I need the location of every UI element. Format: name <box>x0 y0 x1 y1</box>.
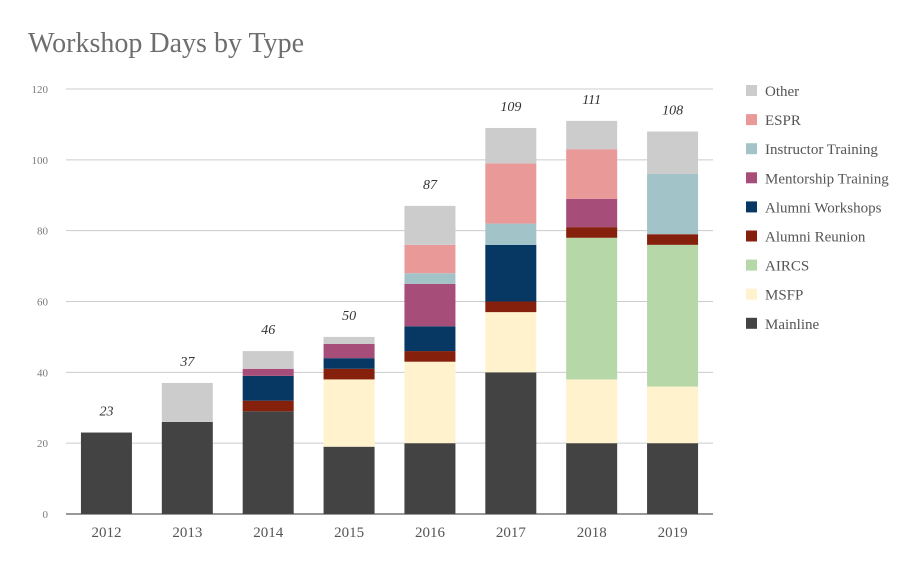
bar-segment-mentorship-training <box>404 283 456 327</box>
bar-segment-mainline <box>647 443 699 514</box>
legend-label: Mainline <box>765 317 819 333</box>
bar-segment-mainline <box>242 411 294 514</box>
bar-segment-mainline <box>404 443 456 514</box>
bar-segment-other <box>404 205 456 245</box>
bar-segment-mentorship-training <box>323 344 375 359</box>
bar-segment-aircs <box>647 244 699 387</box>
bar-segment-mainline <box>323 446 375 514</box>
y-tick-label: 120 <box>32 84 49 96</box>
legend-swatch <box>746 201 757 213</box>
x-tick-label: 2019 <box>658 525 688 541</box>
legend-swatch <box>746 230 757 242</box>
bar-segment-instructor-training <box>485 223 537 245</box>
bar-segment-other <box>647 131 699 174</box>
legend-swatch <box>746 317 757 329</box>
legend-swatch <box>746 114 757 126</box>
y-tick-label: 40 <box>37 367 49 379</box>
legend-swatch <box>746 288 757 300</box>
legend-swatch <box>746 172 757 184</box>
bar-segment-msfp <box>647 386 699 444</box>
legend-label: Alumni Reunion <box>765 230 866 246</box>
bar-segment-alumni-reunion <box>323 368 375 380</box>
legend-label: MSFP <box>765 288 803 304</box>
y-tick-label: 0 <box>43 509 49 521</box>
legend-label: Instructor Training <box>765 142 878 158</box>
legend-swatch <box>746 259 757 271</box>
bar-segment-other <box>323 336 375 344</box>
y-tick-label: 20 <box>37 438 49 450</box>
bar-segment-aircs <box>566 237 618 380</box>
bar-segment-alumni-workshops <box>404 326 456 352</box>
bar-segment-alumni-reunion <box>566 227 618 238</box>
y-tick-label: 60 <box>37 297 49 309</box>
total-label: 50 <box>342 309 356 324</box>
x-tick-label: 2018 <box>577 525 607 541</box>
bar-segment-other <box>161 382 213 422</box>
bar-segment-other <box>242 351 294 369</box>
x-tick-label: 2012 <box>91 525 121 541</box>
bar-segment-alumni-reunion <box>647 234 699 245</box>
total-label: 23 <box>99 405 113 420</box>
legend-label: Other <box>765 84 799 100</box>
bar-segment-alumni-reunion <box>242 400 294 412</box>
legend-label: AIRCS <box>765 259 809 275</box>
y-tick-label: 80 <box>37 226 49 238</box>
legend-swatch <box>746 85 757 96</box>
bar-segment-espr <box>404 244 456 274</box>
total-label: 37 <box>179 355 195 370</box>
total-label: 109 <box>500 100 521 115</box>
legend-label: ESPR <box>765 113 801 129</box>
bar-segment-msfp <box>566 379 618 444</box>
bar-segment-other <box>485 127 537 164</box>
bar-segment-espr <box>485 163 537 224</box>
total-label: 87 <box>423 178 438 193</box>
bar-segment-mainline <box>566 443 618 514</box>
legend-label: Mentorship Training <box>765 171 889 187</box>
bar-segment-alumni-workshops <box>242 375 294 401</box>
legend-label: Alumni Workshops <box>765 200 882 216</box>
bar-segment-alumni-reunion <box>404 351 456 362</box>
bar-segment-mentorship-training <box>242 368 294 376</box>
bar-segment-instructor-training <box>404 273 456 284</box>
x-tick-label: 2013 <box>172 525 202 541</box>
bar-segment-msfp <box>485 312 537 373</box>
x-tick-label: 2017 <box>496 525 527 541</box>
bar-segment-alumni-reunion <box>485 301 537 313</box>
bar-segment-msfp <box>404 361 456 444</box>
bar-segment-other <box>566 120 618 150</box>
bar-segment-mainline <box>80 432 132 514</box>
total-label: 46 <box>261 323 275 338</box>
bar-segment-espr <box>566 149 618 199</box>
bar-segment-mainline <box>161 421 213 514</box>
bar-segment-msfp <box>323 379 375 447</box>
x-tick-label: 2015 <box>334 525 364 541</box>
bar-segment-alumni-workshops <box>485 244 537 302</box>
y-tick-label: 100 <box>32 155 49 167</box>
bar-segment-alumni-workshops <box>323 358 375 369</box>
x-tick-label: 2014 <box>253 525 284 541</box>
x-tick-label: 2016 <box>415 525 446 541</box>
bar-segment-instructor-training <box>647 174 699 235</box>
legend-swatch <box>746 143 757 155</box>
total-label: 108 <box>662 104 683 119</box>
total-label: 111 <box>582 93 601 108</box>
bar-segment-mentorship-training <box>566 198 618 228</box>
chart-title: Workshop Days by Type <box>28 28 305 59</box>
bar-segment-mainline <box>485 372 537 514</box>
